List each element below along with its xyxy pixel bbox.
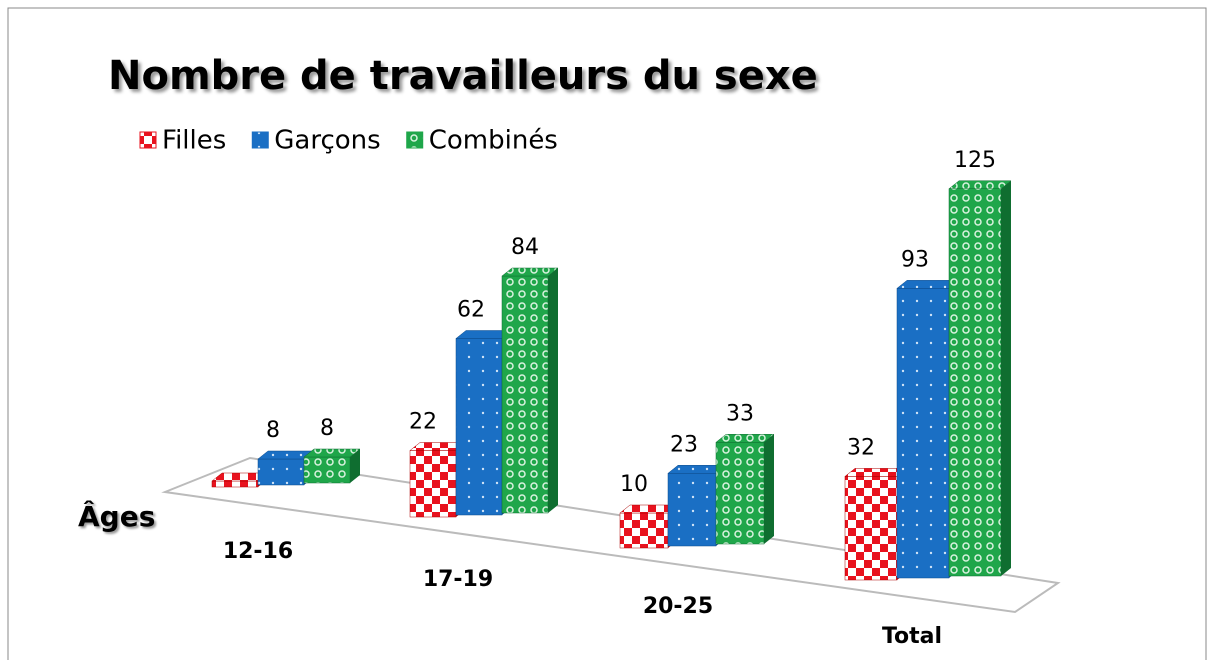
bar [501,275,549,514]
data-label: 93 [901,247,929,272]
data-label: 33 [726,401,754,426]
data-label: 62 [457,298,485,323]
bar-side [548,268,558,513]
data-label: 8 [320,416,334,441]
legend-label: Combinés [429,126,558,156]
legend-swatch [406,131,424,149]
legend-swatch [139,131,157,149]
data-label: 22 [409,410,437,435]
bar [948,188,1002,577]
chart-border [7,7,1207,660]
bar [409,450,457,518]
bar [715,442,765,545]
data-label: 32 [847,435,875,460]
data-label: 84 [511,235,539,260]
x-tick-label: 20-25 [643,594,713,619]
bar [257,458,305,486]
bar-side [764,434,774,544]
bar [844,476,898,581]
x-tick-label: 17-19 [423,567,493,592]
bar [896,288,950,579]
bar [667,473,717,547]
bar-top [501,267,559,277]
floor [161,456,1061,614]
data-label: 8 [266,418,280,443]
legend-swatch [251,131,269,149]
chart-title: Nombre de travailleurs du sexe [108,53,818,99]
bar-side [1001,180,1011,576]
bar [619,512,669,549]
data-label: 125 [954,148,996,173]
bar-top [303,448,361,458]
bar [211,480,259,488]
bar-top [715,434,775,443]
legend-label: Garçons [274,126,380,156]
bar-side [350,449,360,483]
bar-top [948,180,1012,189]
x-tick-label: Total [882,624,942,649]
x-tick-label: 12-16 [223,539,293,564]
legend-label: Filles [162,126,226,156]
bar [455,338,503,516]
bar [303,456,351,484]
data-label: 10 [620,472,648,497]
data-label: 23 [670,432,698,457]
x-axis-label: Âges [78,499,155,533]
